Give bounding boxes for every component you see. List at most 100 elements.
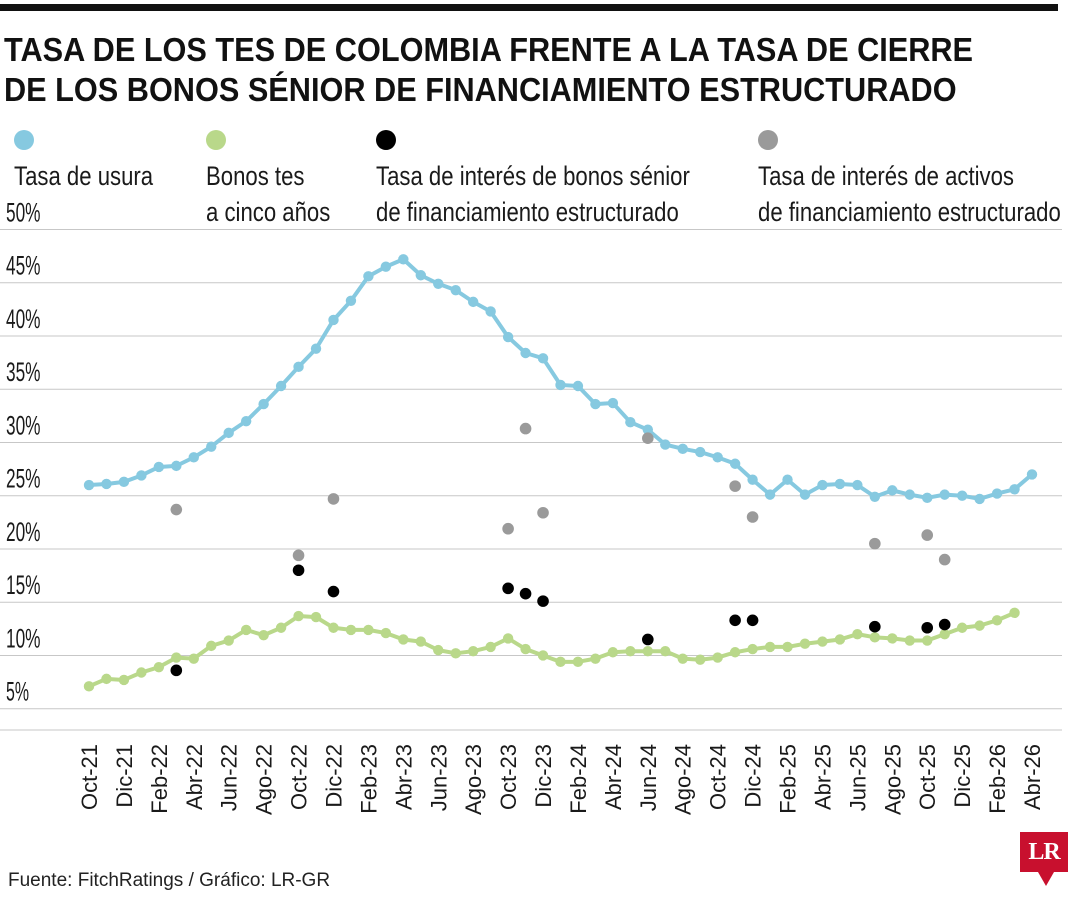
x-tick-label: Jun-23 — [426, 744, 451, 811]
x-tick-label: Jun-22 — [217, 744, 242, 811]
scatter-point — [746, 614, 759, 627]
data-point — [834, 634, 846, 645]
scatter-point — [869, 620, 881, 633]
scatter-point — [292, 564, 305, 577]
scatter-point — [502, 522, 514, 535]
data-point — [956, 490, 968, 501]
y-tick-label: 5% — [6, 677, 29, 707]
legend-dot-usura — [14, 130, 34, 150]
top-rule — [0, 4, 1058, 11]
x-tick-label: Dic-24 — [741, 744, 766, 808]
scatter-point — [327, 493, 340, 505]
x-tick-label: Abr-25 — [810, 744, 835, 810]
data-point — [677, 443, 688, 455]
data-point — [817, 479, 828, 491]
scatter-point — [537, 506, 549, 519]
data-point — [118, 476, 130, 488]
data-point — [555, 379, 566, 391]
data-point — [625, 417, 636, 428]
scatter-point — [170, 503, 183, 516]
data-point — [991, 615, 1003, 626]
data-point — [991, 488, 1003, 499]
data-point — [607, 397, 619, 409]
x-tick-label: Feb-26 — [985, 744, 1010, 814]
data-point — [660, 439, 671, 450]
scatter-point — [938, 553, 951, 566]
data-point — [642, 645, 654, 657]
data-point — [485, 641, 496, 653]
data-point — [729, 647, 741, 658]
data-point — [153, 661, 165, 673]
scatter-point — [519, 587, 532, 600]
scatter-point — [746, 511, 759, 523]
y-tick-label: 45% — [6, 251, 41, 281]
x-tick-label: Feb-22 — [147, 744, 172, 814]
scatter-point — [537, 595, 549, 607]
data-point — [1009, 607, 1020, 619]
scatter-point — [519, 422, 532, 435]
legend-dot-activos — [758, 130, 778, 150]
data-point — [764, 489, 776, 500]
data-point — [398, 634, 409, 645]
data-point — [834, 478, 846, 490]
data-point — [747, 643, 758, 655]
data-point — [887, 633, 898, 644]
x-tick-label: Ago-24 — [671, 744, 696, 815]
data-point — [660, 645, 671, 657]
scatter-point — [642, 432, 654, 444]
data-point — [782, 474, 793, 485]
x-tick-label: Feb-24 — [566, 744, 591, 814]
data-point — [433, 644, 444, 656]
y-tick-label: 10% — [6, 623, 41, 653]
data-point — [363, 624, 374, 636]
data-point — [974, 493, 985, 505]
data-point — [572, 380, 584, 392]
scatter-point — [502, 582, 514, 595]
data-point — [729, 458, 741, 469]
data-point — [188, 452, 199, 463]
scatter-point — [869, 537, 881, 550]
legend-label-bonos-senior: Tasa de interés de bonos sénior de financ… — [376, 161, 690, 227]
data-point — [467, 645, 479, 657]
data-point — [677, 653, 688, 664]
data-point — [433, 278, 444, 289]
data-point — [258, 398, 269, 410]
data-point — [625, 645, 636, 657]
data-point — [240, 624, 252, 636]
x-tick-label: Dic-22 — [321, 744, 346, 808]
data-point — [258, 630, 269, 641]
data-point — [415, 636, 426, 647]
data-point — [83, 681, 95, 692]
data-point — [223, 427, 234, 439]
data-point — [485, 306, 496, 317]
data-point — [712, 652, 723, 663]
y-tick-label: 25% — [6, 464, 41, 494]
x-tick-label: Dic-23 — [531, 744, 556, 808]
x-tick-label: Oct-23 — [496, 744, 521, 810]
data-point — [345, 295, 357, 307]
data-point — [852, 479, 863, 491]
data-point — [188, 653, 199, 664]
data-point — [328, 622, 339, 633]
data-point — [136, 667, 147, 678]
data-point — [904, 635, 915, 646]
data-point — [171, 652, 182, 663]
data-point — [712, 452, 723, 463]
data-point — [590, 653, 601, 664]
data-point — [206, 441, 217, 452]
y-tick-label: 20% — [6, 517, 41, 547]
chart-title: TASA DE LOS TES DE COLOMBIA FRENTE A LA … — [4, 30, 999, 110]
data-point — [782, 641, 793, 653]
data-point — [310, 611, 322, 623]
y-tick-label: 30% — [6, 410, 41, 440]
data-point — [450, 284, 461, 296]
data-point — [293, 361, 304, 373]
chart-title-line-2: DE LOS BONOS SÉNIOR DE FINANCIAMIENTO ES… — [4, 71, 957, 108]
data-point — [101, 478, 112, 490]
legend-dot-bonos-senior — [376, 130, 396, 150]
data-point — [345, 624, 357, 636]
x-tick-label: Oct-21 — [77, 744, 102, 810]
data-point — [642, 424, 654, 435]
data-point — [101, 673, 112, 685]
